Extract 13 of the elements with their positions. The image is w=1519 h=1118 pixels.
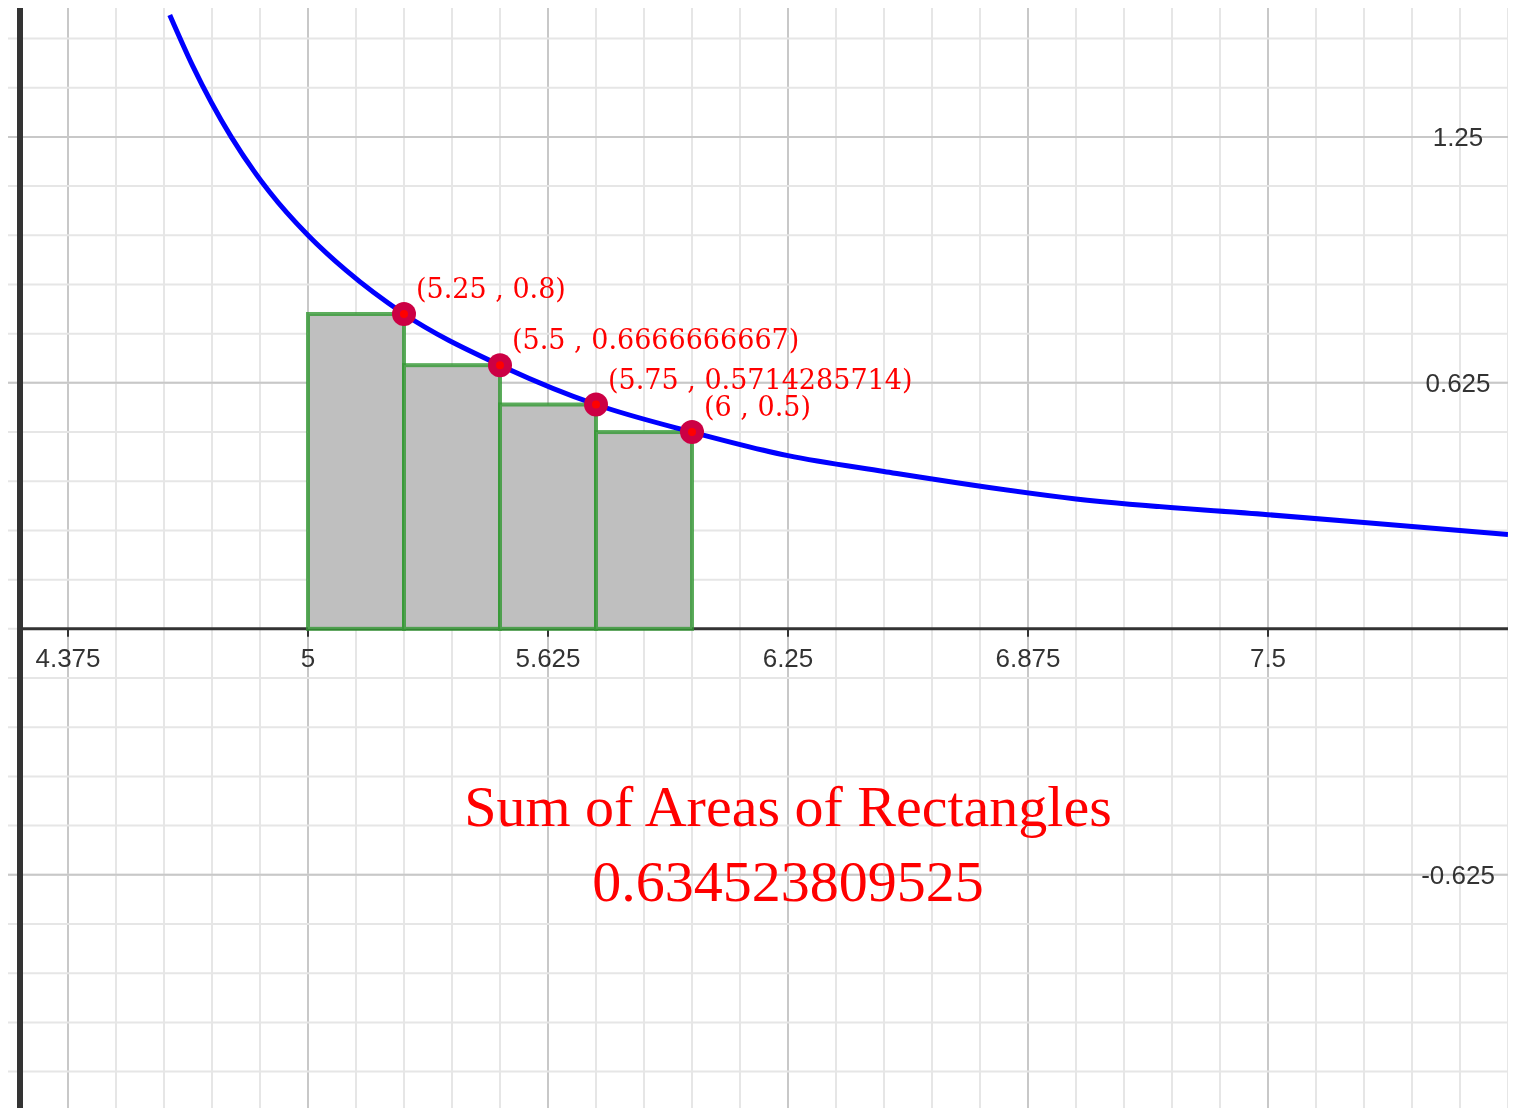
x-tick-label: 7.5	[1249, 642, 1287, 673]
y-tick-label: 0.625	[1425, 367, 1491, 398]
data-label: (5.5 , 0.6666666667)	[512, 324, 800, 356]
x-tick-label: 5	[300, 642, 316, 673]
annotation: Sum of Areas of Rectangles	[464, 773, 1112, 839]
data-label: (5.25 , 0.8)	[416, 272, 566, 304]
y-tick-label: 1.25	[1432, 121, 1484, 152]
x-tick-label: 6.875	[995, 642, 1061, 673]
x-tick-label: 6.25	[762, 642, 814, 673]
annotation: 0.634523809525	[592, 848, 984, 914]
y-tick-label: -0.625	[1421, 859, 1495, 890]
x-tick-label: 5.625	[515, 642, 581, 673]
x-tick-label: 4.375	[35, 642, 101, 673]
